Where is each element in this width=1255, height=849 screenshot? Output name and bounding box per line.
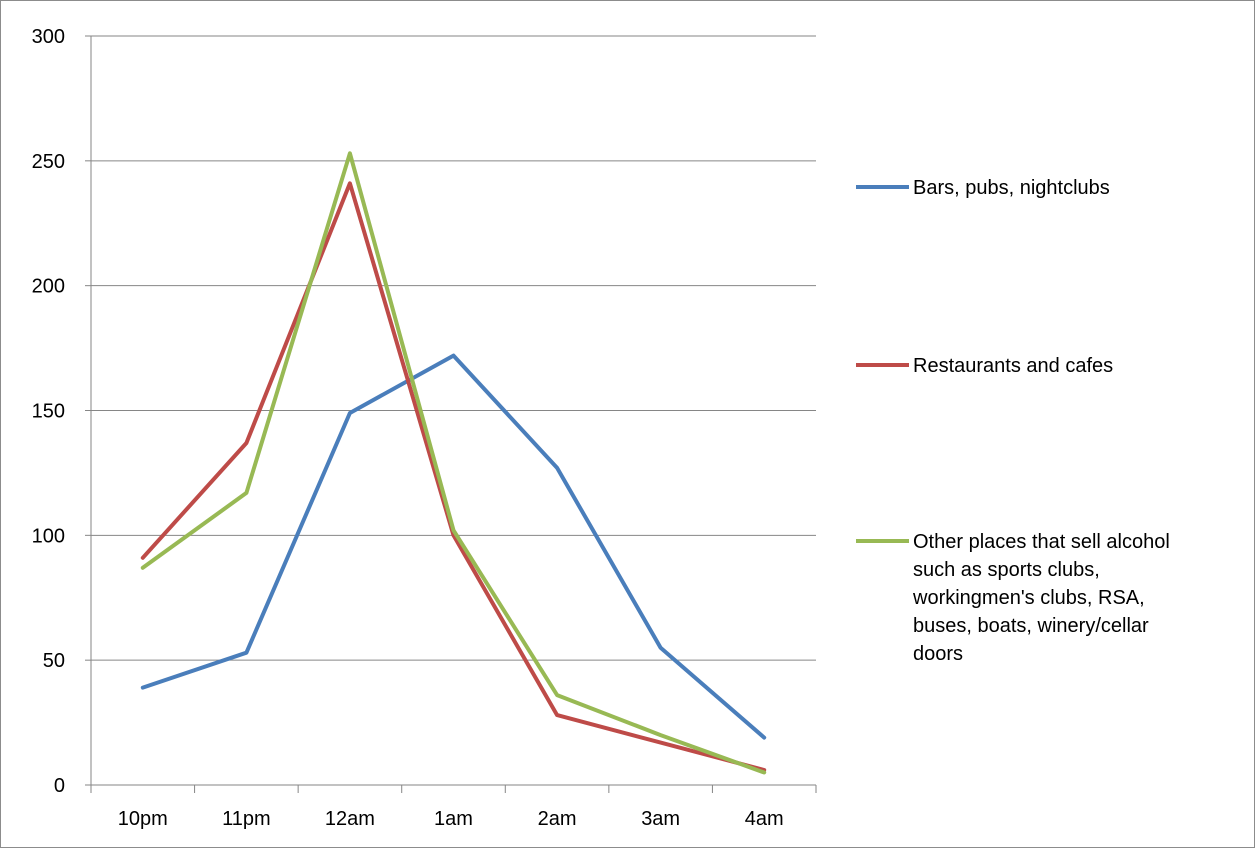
y-tick-label: 0 [54,775,65,797]
x-tick-label: 10pm [118,808,168,830]
y-tick-label: 200 [32,276,65,298]
gridlines [91,35,816,661]
y-tick-label: 250 [32,151,65,173]
axes [85,35,817,793]
y-tick-label: 150 [32,401,65,423]
series-line-3 [140,151,767,775]
legend: Bars, pubs, nightclubs Restaurants and ca… [856,177,1170,665]
y-tick-label: 300 [32,26,65,48]
series-line-1 [140,353,767,740]
legend-label-3: Other places that sell alcohol such as sp… [912,531,1170,665]
y-tick-label: 100 [32,525,65,547]
y-tick-label: 50 [43,650,65,672]
x-tick-label: 3am [641,808,680,830]
x-tick-label: 1am [434,808,473,830]
y-tick-labels: 0 50 100 150 200 250 300 [32,26,65,797]
x-tick-label: 12am [325,808,375,830]
series-line-2 [140,181,767,772]
x-tick-label: 11pm [222,808,271,830]
x-tick-label: 4am [745,808,784,830]
legend-label-1: Bars, pubs, nightclubs [913,177,1110,199]
x-tick-labels: 10pm 11pm 12am 1am 2am 3am 4am [118,808,784,830]
x-tick-label: 2am [538,808,577,830]
legend-label-2: Restaurants and cafes [913,355,1113,377]
series-lines [140,151,767,775]
